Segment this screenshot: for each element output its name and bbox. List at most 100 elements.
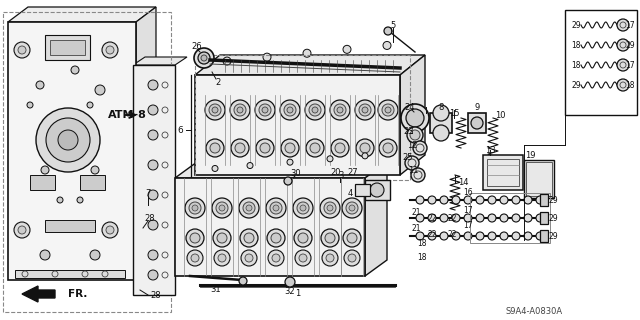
Text: 21: 21 (412, 223, 420, 233)
Polygon shape (22, 286, 55, 302)
Circle shape (40, 250, 50, 260)
Circle shape (500, 196, 508, 204)
Polygon shape (136, 7, 156, 280)
Circle shape (293, 198, 313, 218)
Text: 15: 15 (449, 108, 460, 117)
Bar (80, 175, 105, 190)
Circle shape (452, 196, 460, 204)
Text: 17: 17 (625, 60, 635, 69)
Circle shape (260, 143, 270, 153)
Circle shape (148, 80, 158, 90)
Circle shape (331, 139, 349, 157)
Circle shape (95, 85, 105, 95)
Circle shape (14, 222, 30, 238)
Circle shape (488, 232, 496, 240)
Circle shape (382, 104, 394, 116)
Circle shape (214, 250, 230, 266)
Bar (540, 194, 548, 206)
Circle shape (41, 166, 49, 174)
Circle shape (617, 59, 629, 71)
Circle shape (476, 232, 484, 240)
Circle shape (194, 48, 214, 68)
Text: 29: 29 (548, 231, 558, 241)
Text: 17: 17 (625, 20, 635, 29)
Circle shape (102, 42, 118, 58)
Circle shape (230, 100, 250, 120)
Circle shape (285, 277, 295, 287)
Circle shape (148, 130, 158, 140)
Circle shape (440, 232, 448, 240)
Bar (526, 162, 552, 196)
Text: 22: 22 (447, 229, 457, 238)
Circle shape (324, 202, 336, 214)
Circle shape (189, 202, 201, 214)
Circle shape (405, 156, 419, 170)
Circle shape (536, 232, 544, 240)
Circle shape (464, 214, 472, 222)
Text: 6: 6 (177, 125, 183, 134)
Circle shape (18, 226, 26, 234)
Text: 17: 17 (463, 205, 473, 214)
Text: 8: 8 (438, 102, 444, 111)
Circle shape (337, 107, 343, 113)
Circle shape (464, 232, 472, 240)
Circle shape (407, 127, 423, 143)
Circle shape (410, 130, 420, 140)
Circle shape (306, 139, 324, 157)
Text: 2: 2 (216, 77, 221, 86)
Circle shape (464, 196, 472, 204)
Circle shape (384, 27, 392, 35)
Text: 1: 1 (296, 290, 301, 299)
Circle shape (217, 233, 227, 243)
Text: 23: 23 (404, 126, 414, 135)
Text: 22: 22 (428, 213, 436, 222)
Circle shape (385, 107, 391, 113)
Circle shape (321, 229, 339, 247)
Circle shape (280, 100, 300, 120)
Circle shape (326, 254, 334, 262)
Circle shape (413, 141, 427, 155)
Circle shape (347, 233, 357, 243)
Circle shape (305, 100, 325, 120)
Circle shape (325, 233, 335, 243)
Circle shape (14, 42, 30, 58)
Circle shape (285, 143, 295, 153)
Text: 18: 18 (625, 81, 635, 90)
Circle shape (148, 190, 158, 200)
Circle shape (148, 105, 158, 115)
Circle shape (322, 250, 338, 266)
Bar (565, 10, 637, 115)
Circle shape (334, 104, 346, 116)
Text: ATM-8: ATM-8 (108, 110, 147, 120)
Bar (540, 230, 548, 242)
Circle shape (524, 214, 532, 222)
Circle shape (256, 139, 274, 157)
Bar (483, 155, 523, 190)
Circle shape (206, 139, 224, 157)
Bar (365, 180, 390, 200)
Text: 18: 18 (417, 253, 427, 262)
Circle shape (212, 165, 218, 172)
Text: 14: 14 (458, 178, 468, 187)
Circle shape (90, 250, 100, 260)
Circle shape (213, 229, 231, 247)
Circle shape (244, 233, 254, 243)
Circle shape (411, 168, 425, 182)
Circle shape (320, 198, 340, 218)
Circle shape (471, 117, 483, 129)
Circle shape (378, 100, 398, 120)
Circle shape (102, 222, 118, 238)
Bar (133, 65, 175, 295)
Bar (470, 193, 550, 243)
Circle shape (342, 198, 362, 218)
Text: 29: 29 (548, 196, 558, 204)
Circle shape (617, 79, 629, 91)
Circle shape (106, 46, 114, 54)
Circle shape (383, 41, 391, 49)
Circle shape (524, 232, 532, 240)
Circle shape (406, 109, 424, 127)
Circle shape (362, 107, 368, 113)
Bar (45, 35, 90, 60)
Circle shape (416, 232, 424, 240)
Text: 17: 17 (463, 220, 473, 229)
